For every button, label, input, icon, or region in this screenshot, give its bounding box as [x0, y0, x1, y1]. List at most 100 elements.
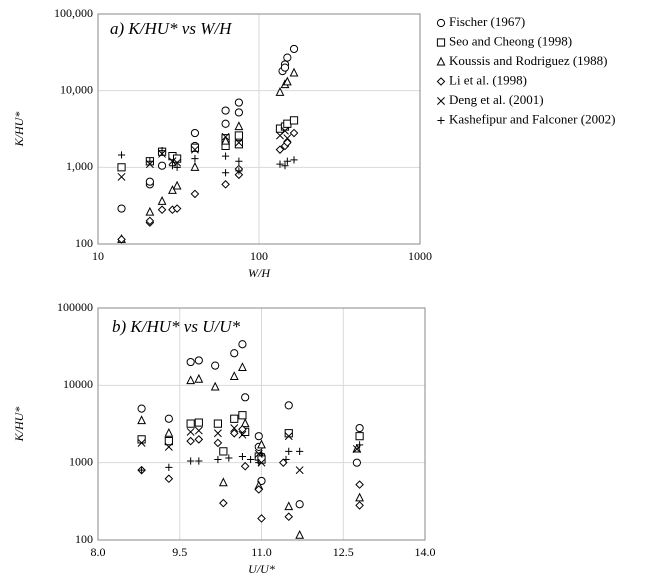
- data-point: [211, 361, 220, 370]
- data-point: [255, 459, 263, 467]
- legend-marker: [437, 97, 445, 105]
- data-point: [213, 419, 222, 428]
- data-point: [285, 447, 293, 455]
- data-point: [187, 457, 195, 465]
- x-tick-label: 1000: [408, 249, 432, 263]
- data-point: [352, 458, 361, 467]
- legend-label: Seo and Cheong (1998): [449, 33, 572, 48]
- x-tick-label: 9.5: [172, 545, 187, 559]
- data-point: [284, 512, 294, 522]
- data-point: [283, 53, 292, 62]
- data-point: [221, 106, 230, 115]
- data-point: [283, 138, 292, 147]
- data-point: [190, 128, 200, 138]
- data-point: [164, 414, 173, 423]
- data-point: [234, 131, 243, 140]
- data-point: [257, 450, 266, 458]
- data-point: [194, 418, 203, 427]
- data-point: [238, 411, 247, 420]
- data-point: [235, 167, 243, 175]
- data-point: [137, 438, 146, 447]
- legend-label: Fischer (1967): [449, 14, 525, 29]
- data-point: [194, 356, 203, 365]
- data-point: [296, 447, 304, 455]
- data-point: [234, 170, 244, 180]
- data-point: [234, 121, 244, 131]
- data-point: [281, 162, 289, 170]
- data-point: [355, 423, 364, 433]
- legend-marker: [436, 56, 446, 66]
- data-point: [230, 349, 239, 358]
- data-point: [221, 119, 230, 128]
- data-point: [221, 135, 230, 145]
- data-point: [240, 418, 250, 428]
- data-point: [219, 447, 228, 456]
- data-point: [146, 157, 154, 165]
- data-point: [172, 180, 182, 190]
- data-point: [117, 151, 126, 159]
- y-tick-label: 1000: [69, 454, 93, 468]
- data-point: [234, 98, 243, 107]
- data-point: [117, 172, 126, 181]
- x-tick-label: 8.0: [91, 545, 106, 559]
- legend-marker: [436, 38, 446, 47]
- data-point: [283, 134, 292, 143]
- data-point: [282, 76, 292, 86]
- data-point: [284, 401, 293, 410]
- data-point: [234, 138, 243, 147]
- data-point: [194, 426, 203, 435]
- legend-label: Koussis and Rodriguez (1988): [449, 53, 608, 68]
- data-point: [165, 463, 173, 471]
- data-point: [257, 439, 266, 449]
- data-point: [289, 67, 299, 77]
- data-point: [173, 158, 182, 167]
- data-point: [247, 455, 255, 464]
- data-point: [283, 119, 292, 128]
- y-tick-label: 10000: [63, 377, 93, 391]
- data-point: [355, 492, 365, 502]
- x-tick-label: 12.5: [333, 545, 354, 559]
- y-tick-label: 10,000: [60, 82, 93, 96]
- data-point: [275, 87, 285, 96]
- data-point: [355, 501, 364, 510]
- data-point: [283, 157, 291, 165]
- data-point: [257, 514, 266, 523]
- y-axis-label: K/HU*: [12, 407, 26, 443]
- data-point: [117, 163, 126, 172]
- y-axis-label: K/HU*: [12, 112, 26, 148]
- data-point: [214, 455, 222, 464]
- data-point: [213, 429, 222, 438]
- y-tick-label: 100,000: [54, 6, 93, 20]
- data-point: [157, 205, 167, 215]
- data-point: [284, 501, 294, 511]
- legend-marker: [437, 116, 445, 125]
- data-point: [225, 454, 233, 462]
- data-point: [168, 157, 177, 166]
- data-point: [238, 425, 247, 434]
- chart-title: a) K/HU* vs W/H: [110, 19, 233, 38]
- data-point: [164, 427, 174, 437]
- data-point: [194, 435, 204, 444]
- data-point: [190, 162, 200, 171]
- data-point: [190, 145, 199, 154]
- data-point: [221, 169, 230, 177]
- data-point: [356, 441, 364, 449]
- data-point: [186, 357, 195, 367]
- data-point: [213, 438, 223, 448]
- data-point: [238, 452, 247, 461]
- data-point: [186, 375, 196, 385]
- data-point: [157, 161, 167, 170]
- x-axis-label: U/U*: [248, 562, 275, 576]
- data-point: [234, 140, 243, 149]
- data-point: [355, 480, 364, 489]
- data-point: [172, 204, 182, 213]
- data-point: [240, 461, 250, 471]
- data-point: [276, 160, 284, 168]
- data-point: [137, 415, 147, 425]
- data-point: [295, 500, 304, 509]
- data-point: [168, 162, 177, 170]
- data-point: [235, 157, 243, 165]
- data-point: [355, 432, 364, 441]
- data-point: [289, 128, 299, 138]
- y-tick-label: 100000: [57, 300, 93, 314]
